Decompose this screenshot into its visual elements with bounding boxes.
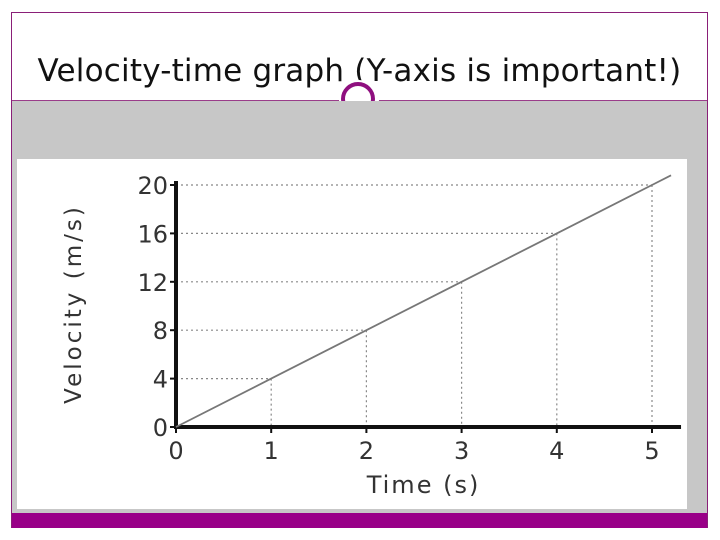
y-tick-label: 0	[153, 414, 168, 442]
footer-bar	[12, 513, 707, 528]
y-axis-label: Velocity (m/s)	[61, 204, 87, 404]
x-tick-label: 1	[264, 437, 279, 465]
y-tick-label: 16	[137, 220, 168, 248]
x-axis-label: Time (s)	[366, 471, 481, 499]
y-tick-label: 20	[137, 172, 168, 200]
x-tick-label: 2	[359, 437, 374, 465]
y-tick-label: 8	[153, 317, 168, 345]
chart-card: 0 4 8 12 16 20 0 1 2 3 4 5 Time (s) Velocity (m/s)	[17, 159, 687, 509]
series-line	[175, 174, 672, 428]
x-tick-label: 4	[549, 437, 564, 465]
y-tick-label: 4	[153, 366, 168, 394]
x-tick-label: 5	[644, 437, 659, 465]
y-tick-label: 12	[137, 269, 168, 297]
x-tick-label: 0	[168, 437, 183, 465]
x-tick-label: 3	[454, 437, 469, 465]
